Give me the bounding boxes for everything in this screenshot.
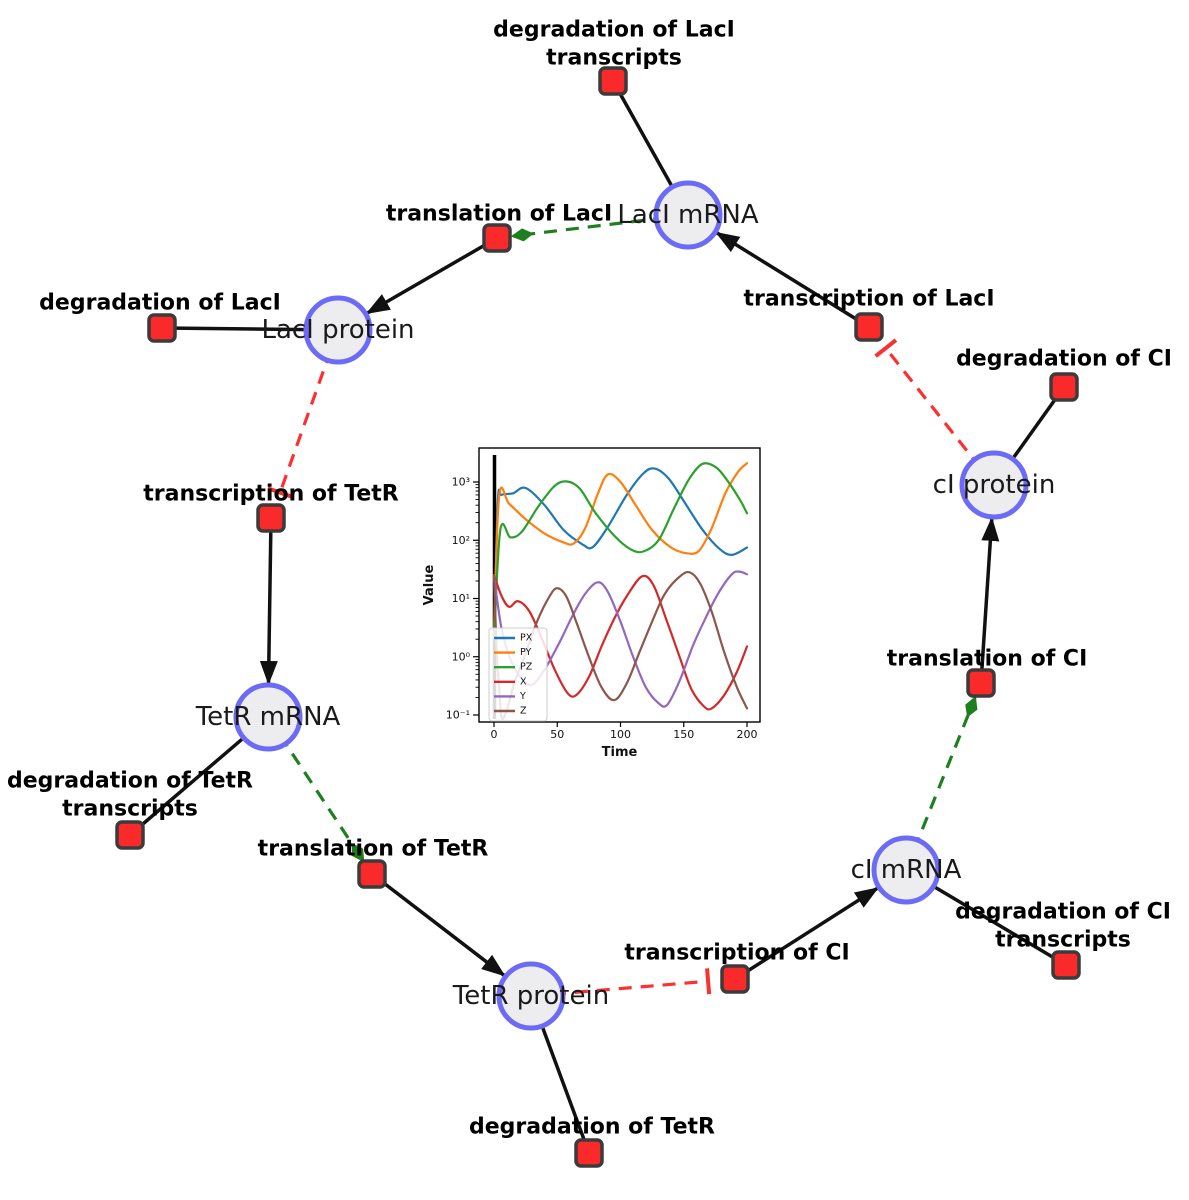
legend-label-z: Z (520, 706, 527, 717)
series-line-x (492, 574, 749, 711)
nodes-layer (115, 66, 1081, 1168)
reaction-node-deg-tetr-tx[interactable] (115, 820, 145, 850)
legend-label-y: Y (519, 691, 526, 702)
reaction-label-deg-ci: degradation of CI (956, 347, 1172, 372)
x-tick-label: 50 (550, 728, 564, 741)
reaction-node-transl-laci[interactable] (482, 223, 512, 253)
edge-transl-laci-to-laci-protein-product (365, 236, 498, 315)
reaction-label-deg-ci-tx-line1: degradation of CI (955, 900, 1171, 925)
reaction-label-deg-laci-tx-line2: transcripts (546, 46, 682, 71)
series-line-px (492, 467, 749, 641)
reaction-node-tx-tetr[interactable] (256, 503, 286, 533)
species-label-tetr-mrna: TetR mRNA (195, 702, 341, 732)
y-tick-label: 10⁰ (452, 650, 471, 663)
reaction-node-transl-tetr[interactable] (357, 859, 387, 889)
inset-timeseries-plot: 0 50 100 150 200 10⁻¹ 10⁰ 10¹ 10² 10³ Time Value PX P… (422, 436, 773, 762)
species-node-ci-mrna[interactable] (871, 835, 941, 905)
reaction-label-transl-ci: translation of CI (887, 647, 1088, 672)
edge-tx-tetr-to-tetr-mrna-product (259, 517, 278, 686)
y-axis-label: Value (422, 564, 437, 605)
reaction-node-deg-laci[interactable] (147, 313, 177, 343)
species-label-laci-protein: LacI protein (261, 315, 414, 345)
reaction-node-tx-ci[interactable] (720, 964, 750, 994)
legend-label-px: PX (520, 633, 533, 644)
species-node-laci-protein[interactable] (303, 295, 373, 365)
series-line-py (492, 462, 749, 641)
legend-label-x: X (520, 676, 527, 687)
edge-tx-ci-to-ci-mrna-product (734, 886, 880, 981)
labels-layer: LacI mRNA LacI protein TetR mRNA TetR prote… (7, 18, 1172, 1140)
legend-label-py: PY (520, 647, 532, 658)
reaction-node-deg-tetr[interactable] (574, 1138, 604, 1168)
y-tick-label: 10¹ (452, 592, 470, 605)
x-tick-label: 150 (673, 728, 694, 741)
x-axis-label: Time (602, 745, 638, 760)
reaction-node-deg-ci[interactable] (1049, 372, 1079, 402)
x-tick-label: 100 (610, 728, 631, 741)
reaction-label-deg-tetr: degradation of TetR (469, 1115, 715, 1140)
species-node-tetr-protein[interactable] (496, 961, 566, 1031)
species-label-ci-protein: cI protein (933, 470, 1056, 500)
y-tick-label: 10² (452, 534, 470, 547)
edge-transl-ci-to-ci-protein-product (979, 516, 1000, 684)
reaction-node-deg-laci-tx[interactable] (598, 66, 628, 96)
y-tick-label: 10³ (452, 476, 470, 489)
reaction-label-deg-tetr-tx-line2: transcripts (62, 797, 198, 822)
legend-box (488, 627, 548, 722)
reaction-label-tx-ci: transcription of CI (624, 941, 849, 966)
reaction-node-deg-ci-tx[interactable] (1051, 950, 1081, 980)
species-node-ci-protein[interactable] (959, 450, 1029, 520)
reaction-label-deg-laci: degradation of LacI (39, 291, 281, 316)
reaction-label-tx-tetr: transcription of TetR (143, 482, 399, 507)
species-label-tetr-protein: TetR protein (452, 981, 609, 1011)
reaction-label-tx-laci: transcription of LacI (743, 287, 994, 312)
reaction-label-deg-tetr-tx-line1: degradation of TetR (7, 769, 253, 794)
x-tick-label: 0 (491, 728, 498, 741)
species-label-ci-mrna: cI mRNA (851, 855, 962, 885)
reaction-label-deg-ci-tx-line2: transcripts (995, 928, 1131, 953)
legend-label-pz: PZ (520, 662, 533, 673)
reaction-node-transl-ci[interactable] (966, 668, 996, 698)
species-label-laci-mrna: LacI mRNA (617, 200, 758, 230)
reaction-label-transl-tetr: translation of TetR (258, 837, 489, 862)
series-line-pz (492, 462, 749, 641)
x-tick-label: 200 (737, 728, 758, 741)
y-tick-label: 10⁻¹ (446, 709, 470, 722)
reaction-node-tx-laci[interactable] (854, 312, 884, 342)
edge-transl-tetr-to-tetr-protein-product (370, 872, 506, 977)
edge-tx-laci-to-laci-mrna-product (715, 231, 870, 329)
reaction-label-deg-laci-tx-line1: degradation of LacI (493, 18, 735, 43)
species-node-tetr-mrna[interactable] (233, 682, 303, 752)
reaction-label-transl-laci: translation of LacI (386, 202, 612, 227)
species-node-laci-mrna[interactable] (653, 180, 723, 250)
